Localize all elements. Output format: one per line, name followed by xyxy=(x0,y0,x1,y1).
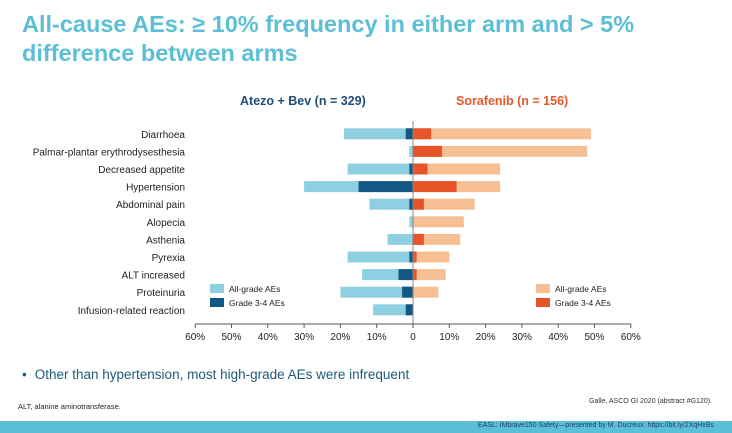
x-tick-label: 20% xyxy=(330,332,350,343)
category-label: Alopecia xyxy=(147,218,186,229)
bar-atezo-grade-3-4 xyxy=(409,251,413,263)
category-label: Pyrexia xyxy=(152,253,186,264)
bar-sorafenib-all-grade xyxy=(413,269,446,281)
citation: Galle, ASCO GI 2020 (abstract #G120). xyxy=(589,398,712,405)
category-label: Abdominal pain xyxy=(116,200,185,211)
bar-atezo-all-grade xyxy=(387,233,413,245)
bar-atezo-grade-3-4 xyxy=(398,269,413,281)
x-tick-label: 10% xyxy=(439,332,459,343)
category-label: Asthenia xyxy=(146,235,185,246)
sorafenib-arm-label: Sorafenib (n = 156) xyxy=(456,94,569,108)
legend-swatch-atezo xyxy=(210,284,224,293)
bar-atezo-grade-3-4 xyxy=(409,198,413,210)
bar-sorafenib-all-grade xyxy=(413,216,464,228)
x-tick-label: 20% xyxy=(476,332,496,343)
bar-atezo-all-grade xyxy=(409,216,413,228)
bar-atezo-grade-3-4 xyxy=(405,304,413,316)
bar-sorafenib-grade-3-4 xyxy=(413,251,417,263)
category-label: Proteinuria xyxy=(137,288,186,299)
footnote: ALT, alanine aminotransferase. xyxy=(18,402,121,411)
bar-atezo-all-grade xyxy=(344,128,413,140)
category-label: Hypertension xyxy=(126,183,185,194)
x-tick-label: 40% xyxy=(548,332,568,343)
atezo-arm-label: Atezo + Bev (n = 329) xyxy=(240,94,366,108)
bar-atezo-all-grade xyxy=(347,163,413,175)
legend-swatch-sorafenib xyxy=(536,298,550,307)
legend-label-sorafenib: All-grade AEs xyxy=(555,284,607,294)
category-label: Infusion-related reaction xyxy=(78,306,185,317)
bullet-icon: • xyxy=(22,367,27,382)
bar-atezo-all-grade xyxy=(369,198,413,210)
bar-atezo-all-grade xyxy=(340,286,413,298)
x-tick-label: 50% xyxy=(584,332,604,343)
bar-sorafenib-all-grade xyxy=(413,286,439,298)
x-tick-label: 40% xyxy=(258,332,278,343)
bar-sorafenib-grade-3-4 xyxy=(413,128,432,140)
bottom-bar: EASL: IMbrave150 Safety—presented by M. … xyxy=(0,421,732,433)
key-point-text: Other than hypertension, most high-grade… xyxy=(34,367,410,382)
bar-sorafenib-grade-3-4 xyxy=(413,198,424,210)
bar-sorafenib-grade-3-4 xyxy=(413,145,443,157)
x-tick-label: 10% xyxy=(367,332,387,343)
key-point: • Other than hypertension, most high-grad… xyxy=(22,367,409,382)
legend-swatch-atezo xyxy=(210,298,224,307)
legend-label-sorafenib: Grade 3-4 AEs xyxy=(555,298,611,308)
bar-sorafenib-all-grade xyxy=(413,128,591,140)
category-label: ALT increased xyxy=(121,271,185,282)
bar-sorafenib-grade-3-4 xyxy=(413,233,424,245)
bar-atezo-grade-3-4 xyxy=(358,181,413,193)
category-label: Decreased appetite xyxy=(98,165,185,176)
x-tick-label: 30% xyxy=(294,332,314,343)
x-tick-label: 0 xyxy=(410,332,416,343)
legend-label-atezo: All-grade AEs xyxy=(229,284,281,294)
x-tick-label: 30% xyxy=(512,332,532,343)
legend-swatch-sorafenib xyxy=(536,284,550,293)
bar-sorafenib-grade-3-4 xyxy=(413,163,428,175)
bar-sorafenib-all-grade xyxy=(413,198,475,210)
x-tick-label: 50% xyxy=(221,332,241,343)
category-label: Diarrhoea xyxy=(141,130,185,141)
x-tick-label: 60% xyxy=(185,332,205,343)
bar-sorafenib-all-grade xyxy=(413,163,501,175)
bar-atezo-all-grade xyxy=(373,304,413,316)
bar-sorafenib-all-grade xyxy=(413,233,461,245)
bottom-bar-text: EASL: IMbrave150 Safety—presented by M. … xyxy=(477,422,714,429)
slide-title: All-cause AEs: ≥ 10% frequency in either… xyxy=(22,11,635,66)
bar-sorafenib-grade-3-4 xyxy=(413,269,417,281)
category-label: Palmar-plantar erythrodysesthesia xyxy=(33,147,186,158)
bar-atezo-all-grade xyxy=(347,251,413,263)
bar-atezo-all-grade xyxy=(362,269,413,281)
diverging-bar-chart: Diarrhoea Palmar-plantar erythrodysesthes… xyxy=(33,121,641,343)
bar-sorafenib-grade-3-4 xyxy=(413,181,457,193)
bar-atezo-grade-3-4 xyxy=(409,163,413,175)
bar-sorafenib-all-grade xyxy=(413,251,450,263)
bar-atezo-grade-3-4 xyxy=(402,286,413,298)
legend-label-atezo: Grade 3-4 AEs xyxy=(229,298,285,308)
bar-atezo-all-grade xyxy=(409,145,413,157)
x-tick-label: 60% xyxy=(621,332,641,343)
bar-sorafenib-all-grade xyxy=(413,145,588,157)
bar-atezo-grade-3-4 xyxy=(405,128,413,140)
